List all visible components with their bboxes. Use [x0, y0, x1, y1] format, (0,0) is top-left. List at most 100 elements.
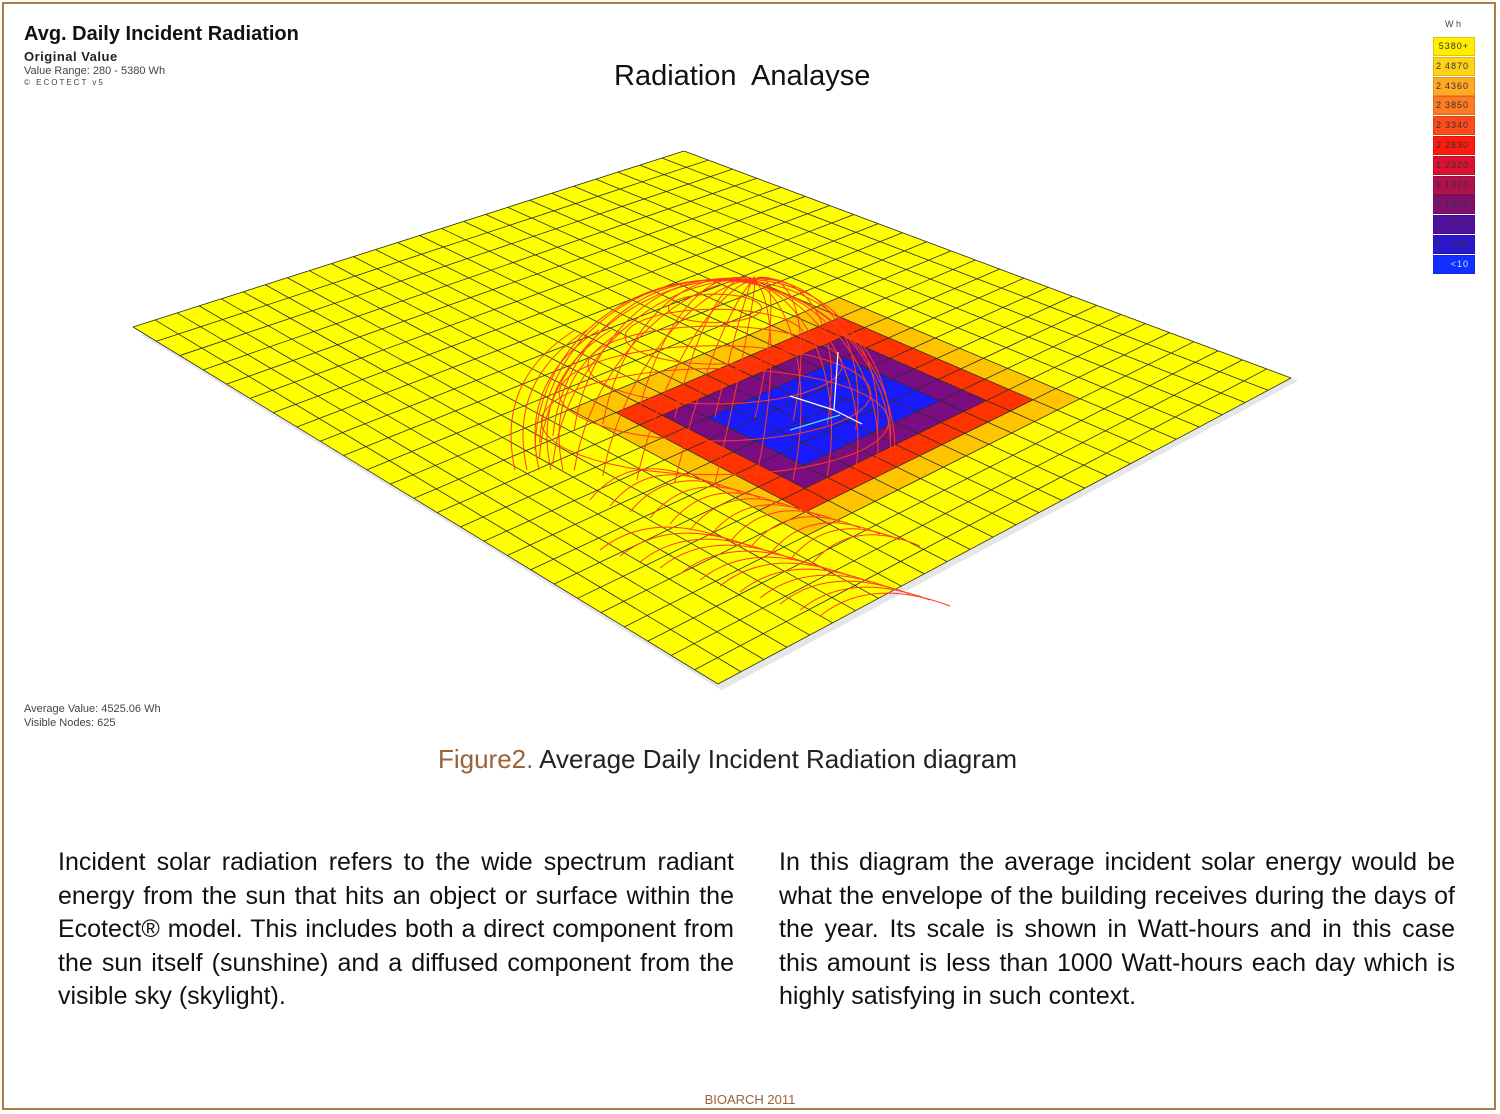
- grid-line: [132, 150, 685, 328]
- wireframe-ring: [558, 345, 872, 442]
- legend-cell-label: 1300: [1444, 199, 1469, 210]
- grid-line: [624, 341, 1195, 628]
- grid-line: [639, 164, 1246, 403]
- paragraph-left: Incident solar radiation refers to the w…: [58, 848, 734, 1010]
- grid-line: [132, 326, 719, 685]
- grid-line: [331, 263, 925, 575]
- grid-line: [220, 298, 810, 636]
- grid-line: [600, 332, 1170, 613]
- legend-cell-tick: 1: [1436, 219, 1442, 230]
- grid-line: [717, 377, 1292, 685]
- legend-cell-tick: 1: [1436, 239, 1442, 249]
- wireframe-rib: [769, 522, 881, 555]
- grid-line: [529, 199, 1131, 465]
- grid-line: [273, 205, 830, 414]
- footer-credit: BIOARCH 2011: [704, 1092, 796, 1107]
- grid-line: [390, 250, 952, 485]
- legend-cell-label: 2830: [1444, 140, 1469, 150]
- grid-line: [463, 221, 1062, 501]
- legend-cell-tick: 2: [1436, 100, 1442, 111]
- wireframe-rib: [689, 498, 801, 531]
- wireframe-side: [546, 329, 612, 471]
- wireframe-ring: [540, 367, 890, 476]
- grid-line: [413, 259, 976, 499]
- legend-cell-label: 3850: [1444, 100, 1469, 111]
- grid-line: [530, 304, 1097, 571]
- grid-line: [265, 284, 856, 611]
- average-value: Average Value: 4525.06 Wh: [24, 703, 161, 715]
- wireframe-rib: [639, 538, 771, 563]
- wireframe-rib: [719, 562, 851, 587]
- grid-line: [694, 368, 1267, 671]
- legend-cell-label: 2320: [1444, 159, 1469, 170]
- wireframe-rib: [679, 550, 811, 575]
- grid-line: [287, 277, 879, 599]
- diagram-title: Radiation Analayse: [614, 60, 871, 92]
- wireframe-rib: [799, 586, 931, 611]
- axis-x-line: [789, 395, 835, 411]
- grid-line: [203, 177, 757, 371]
- legend-cell-tick: 2: [1436, 120, 1442, 131]
- grid-line: [595, 178, 1200, 428]
- grid-line: [551, 192, 1154, 452]
- grid-line: [437, 268, 1000, 514]
- wireframe-arch: [539, 279, 892, 458]
- legend-cell-tick: 2: [1436, 60, 1442, 71]
- legend-cell-tick: 2: [1436, 140, 1442, 150]
- legend-cell-label: 4870: [1444, 60, 1469, 71]
- axis-z-line: [833, 351, 839, 411]
- grid-line: [366, 241, 927, 471]
- grid-line: [397, 242, 994, 538]
- wireframe-side: [558, 329, 624, 471]
- legend-cell: 2 3340: [1433, 116, 1475, 136]
- legend-cell: <10: [1433, 254, 1475, 274]
- wireframe-side: [510, 329, 576, 471]
- wireframe-rib: [699, 556, 831, 581]
- legend-cell: 2 3850: [1433, 96, 1475, 116]
- axis-y-line: [833, 409, 863, 425]
- legend-cell: 1 2320: [1433, 155, 1475, 175]
- legend-cell-label: <10: [1450, 258, 1469, 269]
- grid-line: [343, 232, 903, 456]
- legend-cell: 1 1300: [1433, 195, 1475, 215]
- grid-line: [419, 235, 1017, 526]
- wireframe-rib: [739, 568, 871, 593]
- legend-cell-tick: 1: [1436, 159, 1442, 170]
- legend-cell: 1 180: [1433, 235, 1475, 254]
- ecotect-brand: © ECOTECT v5: [24, 78, 105, 87]
- wireframe-rib: [779, 580, 911, 605]
- visible-nodes: Visible Nodes: 625: [24, 717, 116, 729]
- grid-line: [179, 168, 733, 356]
- grid-line: [617, 171, 1223, 416]
- grid-line: [156, 159, 709, 342]
- grid-line: [226, 186, 782, 385]
- grid-line: [198, 305, 787, 648]
- value-range: Value Range: 280 - 5380 Wh: [24, 65, 166, 77]
- wireframe-side: [534, 329, 600, 471]
- wireframe-rib: [749, 516, 861, 549]
- grid-line: [671, 359, 1243, 656]
- wireframe-rib: [809, 534, 921, 567]
- figure-caption: Figure2. Average Daily Incident Radiatio…: [0, 744, 1455, 775]
- legend-cell: 2 2830: [1433, 136, 1475, 155]
- wireframe-rib: [789, 528, 901, 561]
- wireframe-ring: [587, 325, 843, 405]
- legend-cell: 2 4360: [1433, 76, 1475, 96]
- wireframe-rib: [649, 486, 761, 519]
- legend-cell-tick: 1: [1436, 199, 1442, 210]
- legend-cell: 2 4870: [1433, 56, 1475, 76]
- wireframe-rib: [759, 574, 891, 599]
- grid-line: [243, 291, 833, 624]
- wireframe-rib: [589, 468, 701, 501]
- grid-line: [554, 314, 1122, 585]
- grid-line: [249, 196, 806, 399]
- legend-cell: 1 1810: [1433, 175, 1475, 195]
- legend-cell-tick: 2: [1436, 80, 1442, 91]
- legend-cell: 1 790: [1433, 215, 1475, 235]
- grid-line: [661, 157, 1269, 391]
- grid-line: [507, 295, 1073, 556]
- wireframe-rib: [619, 532, 751, 557]
- wireframe-arch: [602, 277, 832, 476]
- grid-line: [176, 312, 765, 660]
- figure-caption-text: Average Daily Incident Radiation diagram: [533, 744, 1018, 774]
